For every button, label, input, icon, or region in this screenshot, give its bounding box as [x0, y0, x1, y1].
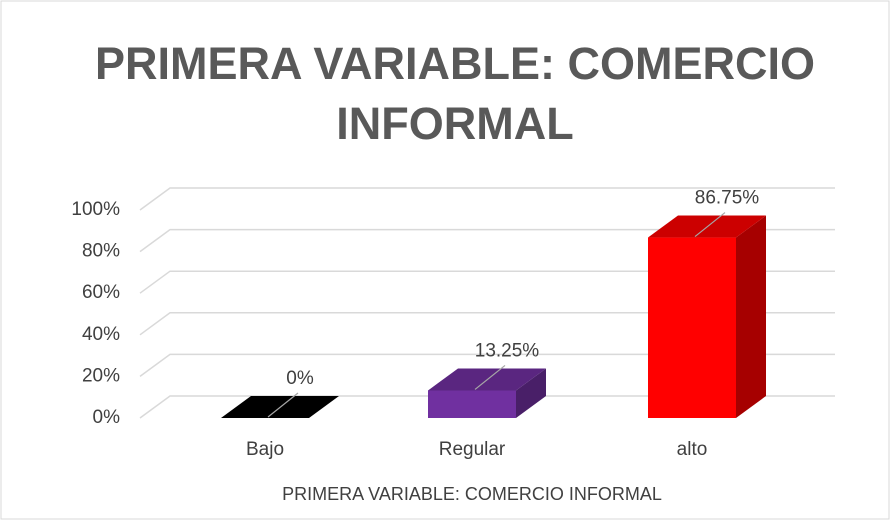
y-tick-label: 60%: [82, 282, 120, 303]
grid-line: [139, 187, 835, 211]
grid-line: [139, 312, 835, 336]
bar-side: [516, 368, 546, 418]
x-tick-label: Regular: [439, 439, 506, 460]
x-axis-label: PRIMERA VARIABLE: COMERCIO INFORMAL: [282, 484, 662, 504]
grid-line: [139, 353, 835, 378]
y-tick-label: 20%: [82, 365, 120, 386]
chart-title: PRIMERA VARIABLE: COMERCIO INFORMAL: [95, 38, 815, 149]
leader-line: [267, 392, 299, 418]
x-tick-label: Bajo: [246, 439, 284, 460]
y-tick-label: 80%: [82, 241, 120, 262]
y-tick-label: 0%: [93, 407, 121, 428]
grid-line: [139, 228, 835, 253]
bar: [648, 237, 736, 418]
bar-side: [736, 215, 766, 418]
data-label: 13.25%: [475, 340, 540, 361]
data-label: 86.75%: [695, 188, 760, 209]
y-tick-label: 40%: [82, 324, 120, 345]
leader-line: [474, 364, 506, 390]
grid-line: [139, 270, 835, 294]
leader-line: [694, 212, 726, 238]
y-tick-label: 100%: [71, 199, 120, 220]
data-label: 0%: [286, 368, 314, 389]
x-tick-label: alto: [677, 439, 708, 460]
bar: [428, 390, 516, 418]
grid-line: [139, 395, 835, 419]
